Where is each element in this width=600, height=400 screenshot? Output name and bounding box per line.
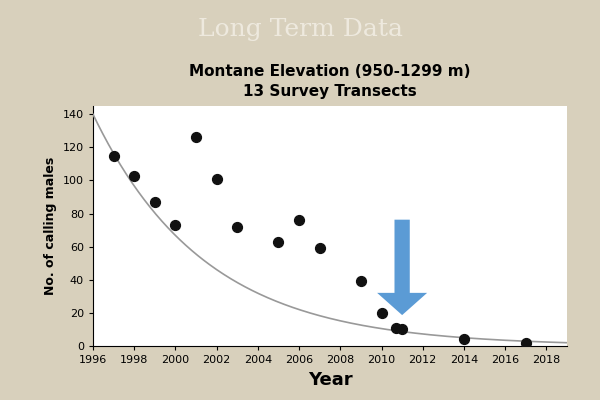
Point — [191, 134, 201, 141]
Title: Montane Elevation (950-1299 m)
13 Survey Transects: Montane Elevation (950-1299 m) 13 Survey… — [189, 64, 471, 99]
Point — [459, 336, 469, 342]
Point — [521, 340, 530, 346]
X-axis label: Year: Year — [308, 370, 352, 388]
Point — [170, 222, 180, 228]
Point — [150, 199, 160, 205]
Text: Long Term Data: Long Term Data — [197, 18, 403, 41]
Point — [294, 217, 304, 224]
Point — [315, 245, 325, 252]
Point — [232, 224, 242, 230]
Point — [274, 238, 283, 245]
Point — [391, 324, 401, 331]
Y-axis label: No. of calling males: No. of calling males — [44, 157, 57, 295]
Point — [109, 152, 118, 159]
Point — [130, 172, 139, 179]
Point — [377, 310, 386, 316]
Point — [356, 278, 366, 285]
Point — [397, 326, 407, 333]
Point — [212, 176, 221, 182]
